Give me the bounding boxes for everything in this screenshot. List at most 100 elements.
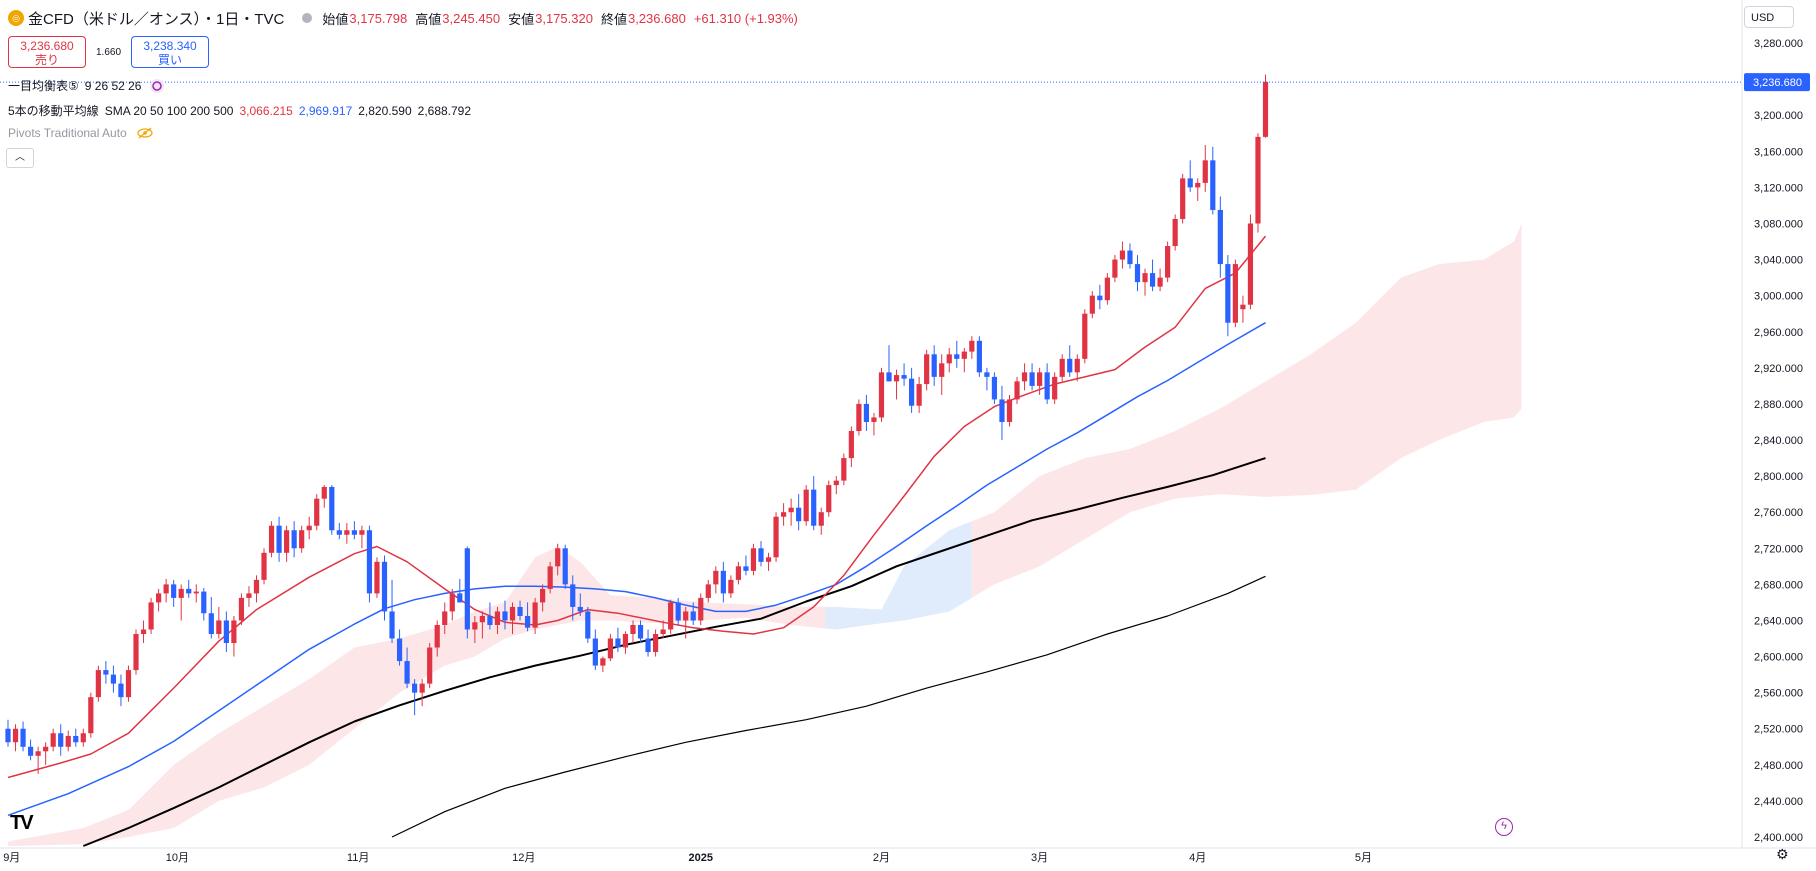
candle-body — [35, 751, 41, 756]
candle — [622, 631, 629, 654]
x-tick-label: 5月 — [1355, 852, 1372, 864]
candle — [20, 721, 26, 752]
candle-body — [969, 340, 975, 352]
candle — [1157, 268, 1163, 292]
candle-body — [976, 340, 982, 373]
candle-body — [238, 597, 245, 621]
candle — [457, 578, 463, 603]
candle-body — [412, 683, 418, 693]
candle — [276, 516, 282, 562]
candle — [223, 611, 229, 653]
market-status-icon[interactable] — [302, 13, 313, 23]
candle — [946, 347, 952, 373]
candle-body — [1187, 178, 1193, 188]
candle — [630, 620, 636, 644]
candle — [351, 521, 357, 540]
refresh-icon[interactable] — [149, 78, 165, 94]
candle — [668, 599, 674, 634]
candle-body — [705, 584, 711, 598]
candle — [698, 593, 704, 625]
bolt-icon[interactable]: ϟ — [1495, 818, 1513, 836]
candle-body — [472, 622, 478, 630]
gear-icon[interactable]: ⚙ — [1776, 846, 1789, 862]
candle-body — [1210, 160, 1216, 210]
candle-body — [464, 548, 470, 630]
candle — [1134, 255, 1141, 292]
pivots-legend[interactable]: Pivots Traditional Auto — [8, 126, 153, 140]
candle — [592, 629, 598, 671]
candle-body — [261, 552, 267, 580]
tradingview-logo[interactable]: TV — [10, 812, 34, 834]
candle-body — [668, 602, 674, 630]
candle-body — [125, 670, 132, 698]
candle — [788, 498, 794, 526]
candle — [434, 620, 440, 657]
candle — [931, 345, 937, 386]
y-tick-label: 3,000.000 — [1754, 291, 1803, 303]
candle-body — [871, 417, 877, 422]
moving-averages — [7, 235, 1267, 847]
y-tick-label: 2,960.000 — [1754, 327, 1803, 339]
candlesticks — [5, 74, 1269, 774]
collapse-legend-button[interactable]: ︿ — [6, 148, 34, 168]
candle-body — [329, 486, 335, 531]
candle — [1180, 173, 1186, 224]
candle-body — [833, 480, 839, 486]
sma-legend[interactable]: 5本の移動平均線 SMA 20 50 100 200 500 3,066.215… — [8, 102, 477, 119]
candle-body — [803, 489, 809, 522]
last-price-label: 3,236.680 — [1753, 77, 1802, 89]
candle — [705, 579, 711, 603]
candle-body — [570, 584, 576, 607]
candle — [1006, 394, 1013, 427]
candle — [1195, 178, 1201, 201]
candle — [306, 516, 312, 540]
candle — [758, 541, 764, 567]
candle-body — [193, 591, 199, 594]
candle-body — [178, 588, 184, 598]
candle — [607, 634, 613, 662]
candle — [193, 584, 199, 603]
candle — [284, 525, 290, 562]
candle-body — [1134, 264, 1141, 283]
candle-body — [675, 602, 681, 621]
candle — [1097, 284, 1103, 310]
y-tick-label: 3,200.000 — [1754, 110, 1803, 122]
sell-button[interactable]: 3,236.680 売り — [8, 36, 86, 68]
candle-body — [1202, 160, 1208, 183]
candle-body — [163, 584, 169, 594]
hidden-eye-icon[interactable] — [137, 127, 153, 139]
candle-body — [1059, 358, 1065, 377]
buy-label: 買い — [158, 53, 183, 67]
candle — [856, 399, 862, 436]
candle — [140, 620, 147, 644]
candle — [216, 606, 222, 639]
candle — [178, 584, 184, 621]
candle — [1202, 144, 1208, 192]
candle-body — [186, 588, 192, 594]
candle — [1052, 372, 1058, 404]
last-price-tag — [1744, 73, 1810, 92]
candle — [1104, 273, 1110, 305]
candle-body — [457, 593, 463, 603]
buy-button[interactable]: 3,238.340 買い — [131, 36, 210, 68]
candle — [374, 557, 380, 598]
candle — [133, 629, 139, 675]
sma100-line — [82, 457, 1266, 847]
y-tick-label: 2,520.000 — [1754, 724, 1803, 736]
y-tick-label: 2,480.000 — [1754, 760, 1803, 772]
candle — [720, 561, 726, 603]
candle-body — [750, 548, 757, 571]
candle-body — [50, 733, 56, 747]
candle-body — [336, 530, 342, 535]
y-tick-label: 2,560.000 — [1754, 688, 1803, 700]
symbol-title[interactable]: 金CFD（米ドル／オンス）・1日・TVC — [28, 10, 285, 28]
currency-button[interactable]: USD — [1744, 6, 1794, 28]
high-label: 高値 — [415, 11, 442, 27]
candle-body — [396, 638, 403, 662]
candle-body — [607, 638, 613, 659]
y-tick-label: 3,280.000 — [1754, 38, 1803, 50]
ichimoku-legend[interactable]: 一目均衡表⑤ 9 26 52 26 — [8, 77, 165, 94]
close-value: 3,236.680 — [627, 10, 686, 26]
